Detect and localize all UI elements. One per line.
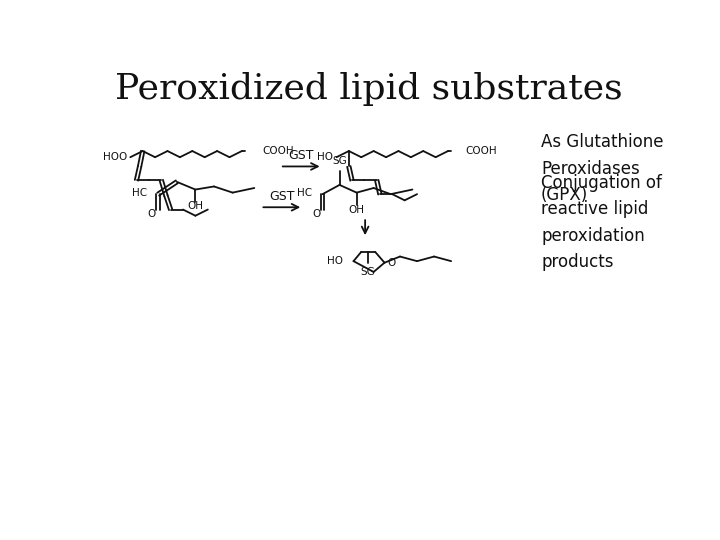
Text: O: O: [148, 209, 156, 219]
Text: COOH: COOH: [262, 146, 294, 156]
Text: GST: GST: [289, 149, 314, 162]
Text: OH: OH: [348, 205, 364, 214]
Text: HC: HC: [132, 187, 148, 198]
Text: OH: OH: [187, 201, 204, 212]
Text: HOO: HOO: [103, 152, 127, 162]
Text: Conjugation of
reactive lipid
peroxidation
products: Conjugation of reactive lipid peroxidati…: [541, 174, 662, 271]
Text: O: O: [387, 258, 396, 268]
Text: SG: SG: [332, 156, 347, 166]
Text: GST: GST: [269, 190, 294, 202]
Text: HO: HO: [327, 256, 343, 266]
Text: O: O: [312, 209, 320, 219]
Text: HC: HC: [297, 187, 312, 198]
Text: HO: HO: [318, 152, 333, 162]
Text: Peroxidized lipid substrates: Peroxidized lipid substrates: [115, 72, 623, 106]
Text: As Glutathione
Peroxidases
(GPX): As Glutathione Peroxidases (GPX): [541, 133, 664, 204]
Text: SG: SG: [361, 267, 376, 278]
Text: COOH: COOH: [465, 146, 497, 156]
